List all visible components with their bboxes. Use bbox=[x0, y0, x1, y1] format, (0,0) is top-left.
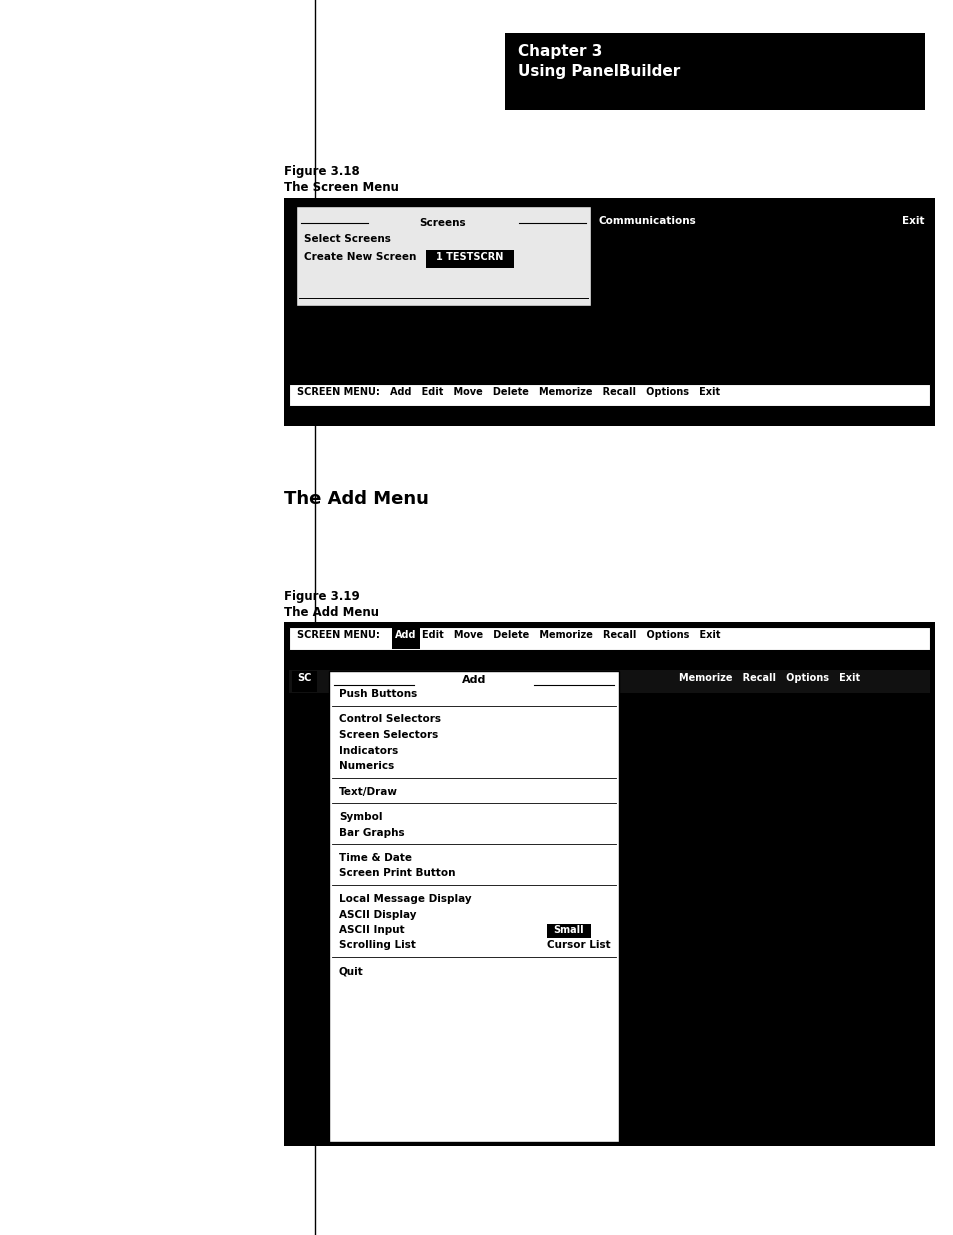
Bar bbox=[392, 629, 419, 650]
Text: 1 TESTSCRN: 1 TESTSCRN bbox=[436, 252, 503, 262]
Text: Select Screens: Select Screens bbox=[304, 233, 391, 245]
Text: Quit: Quit bbox=[338, 966, 363, 976]
Text: Cursor List: Cursor List bbox=[546, 941, 610, 951]
Bar bbox=[289, 671, 929, 693]
Text: The Add Menu: The Add Menu bbox=[284, 490, 429, 508]
Text: Chapter 3: Chapter 3 bbox=[517, 44, 601, 59]
Text: Time & Date: Time & Date bbox=[338, 853, 412, 863]
Text: Push Buttons: Push Buttons bbox=[338, 689, 416, 699]
Text: Control Selectors: Control Selectors bbox=[338, 715, 440, 725]
Text: Add: Add bbox=[461, 676, 486, 685]
Bar bbox=[289, 384, 929, 406]
Text: SC: SC bbox=[296, 673, 311, 683]
Bar bbox=[284, 622, 934, 1146]
Text: Screen Selectors: Screen Selectors bbox=[338, 730, 437, 740]
Text: The Add Menu: The Add Menu bbox=[284, 606, 378, 619]
Bar bbox=[329, 671, 618, 1142]
Text: SCREEN MENU:   Add   Edit   Move   Delete   Memorize   Recall   Options   Exit: SCREEN MENU: Add Edit Move Delete Memori… bbox=[296, 387, 720, 396]
Text: Add: Add bbox=[395, 630, 416, 640]
Text: Exit: Exit bbox=[902, 216, 924, 226]
Text: ASCII Input: ASCII Input bbox=[338, 925, 404, 935]
Text: Memorize   Recall   Options   Exit: Memorize Recall Options Exit bbox=[679, 673, 860, 683]
Text: Local Message Display: Local Message Display bbox=[338, 894, 471, 904]
Bar bbox=[546, 924, 590, 939]
Text: The Screen Menu: The Screen Menu bbox=[284, 182, 398, 194]
Text: Screens: Screens bbox=[419, 219, 466, 228]
Text: Edit   Move   Delete   Memorize   Recall   Options   Exit: Edit Move Delete Memorize Recall Options… bbox=[421, 630, 720, 640]
Text: Figure 3.18: Figure 3.18 bbox=[284, 165, 359, 178]
Text: Numerics: Numerics bbox=[338, 761, 394, 771]
Text: Text/Draw: Text/Draw bbox=[338, 787, 397, 797]
Text: Screen Print Button: Screen Print Button bbox=[338, 868, 455, 878]
Text: Create New Screen: Create New Screen bbox=[304, 252, 416, 262]
Text: SCREEN MENU:: SCREEN MENU: bbox=[296, 630, 386, 640]
Bar bbox=[284, 198, 934, 426]
Text: Indicators: Indicators bbox=[338, 746, 397, 756]
Text: Scrolling List: Scrolling List bbox=[338, 941, 416, 951]
Bar bbox=[295, 206, 590, 306]
Text: Symbol: Symbol bbox=[338, 811, 382, 823]
Bar bbox=[504, 33, 924, 110]
Bar bbox=[289, 627, 929, 650]
Text: Figure 3.19: Figure 3.19 bbox=[284, 590, 359, 603]
Text: Bar Graphs: Bar Graphs bbox=[338, 827, 404, 837]
Bar bbox=[292, 671, 316, 692]
Text: Using PanelBuilder: Using PanelBuilder bbox=[517, 64, 679, 79]
Text: ASCII Display: ASCII Display bbox=[338, 909, 416, 920]
Text: Communications: Communications bbox=[598, 216, 696, 226]
Text: Small: Small bbox=[553, 925, 583, 935]
Bar bbox=[426, 249, 514, 268]
